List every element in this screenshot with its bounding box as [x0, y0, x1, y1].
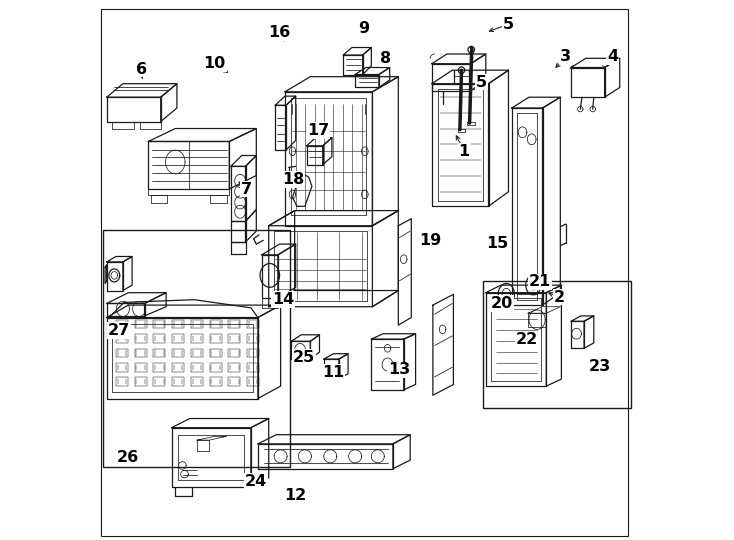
Text: 23: 23	[589, 359, 611, 374]
Text: 4: 4	[607, 49, 618, 64]
Text: 12: 12	[285, 488, 307, 503]
Text: 5: 5	[476, 75, 487, 90]
Text: 14: 14	[272, 292, 294, 307]
Text: 13: 13	[388, 362, 410, 377]
Text: 19: 19	[420, 233, 442, 248]
Text: 24: 24	[244, 474, 267, 489]
Text: 25: 25	[294, 350, 316, 365]
Text: 18: 18	[283, 172, 305, 187]
Text: 7: 7	[241, 181, 252, 197]
Text: 21: 21	[528, 274, 551, 289]
Text: 17: 17	[308, 123, 330, 138]
Text: 20: 20	[491, 296, 513, 311]
Text: 3: 3	[560, 49, 571, 64]
Text: 11: 11	[322, 365, 345, 380]
Text: 1: 1	[459, 144, 470, 159]
Text: 2: 2	[553, 289, 564, 305]
Text: 27: 27	[107, 323, 130, 338]
Text: 15: 15	[487, 235, 509, 251]
Bar	[103, 230, 291, 467]
Bar	[483, 281, 631, 408]
Text: 22: 22	[516, 332, 538, 347]
Text: 8: 8	[379, 51, 391, 66]
Text: 26: 26	[117, 450, 139, 465]
Text: 6: 6	[136, 62, 147, 77]
Text: 10: 10	[203, 56, 226, 71]
Text: 16: 16	[269, 25, 291, 40]
Text: 5: 5	[503, 17, 514, 32]
Text: 9: 9	[358, 21, 369, 36]
